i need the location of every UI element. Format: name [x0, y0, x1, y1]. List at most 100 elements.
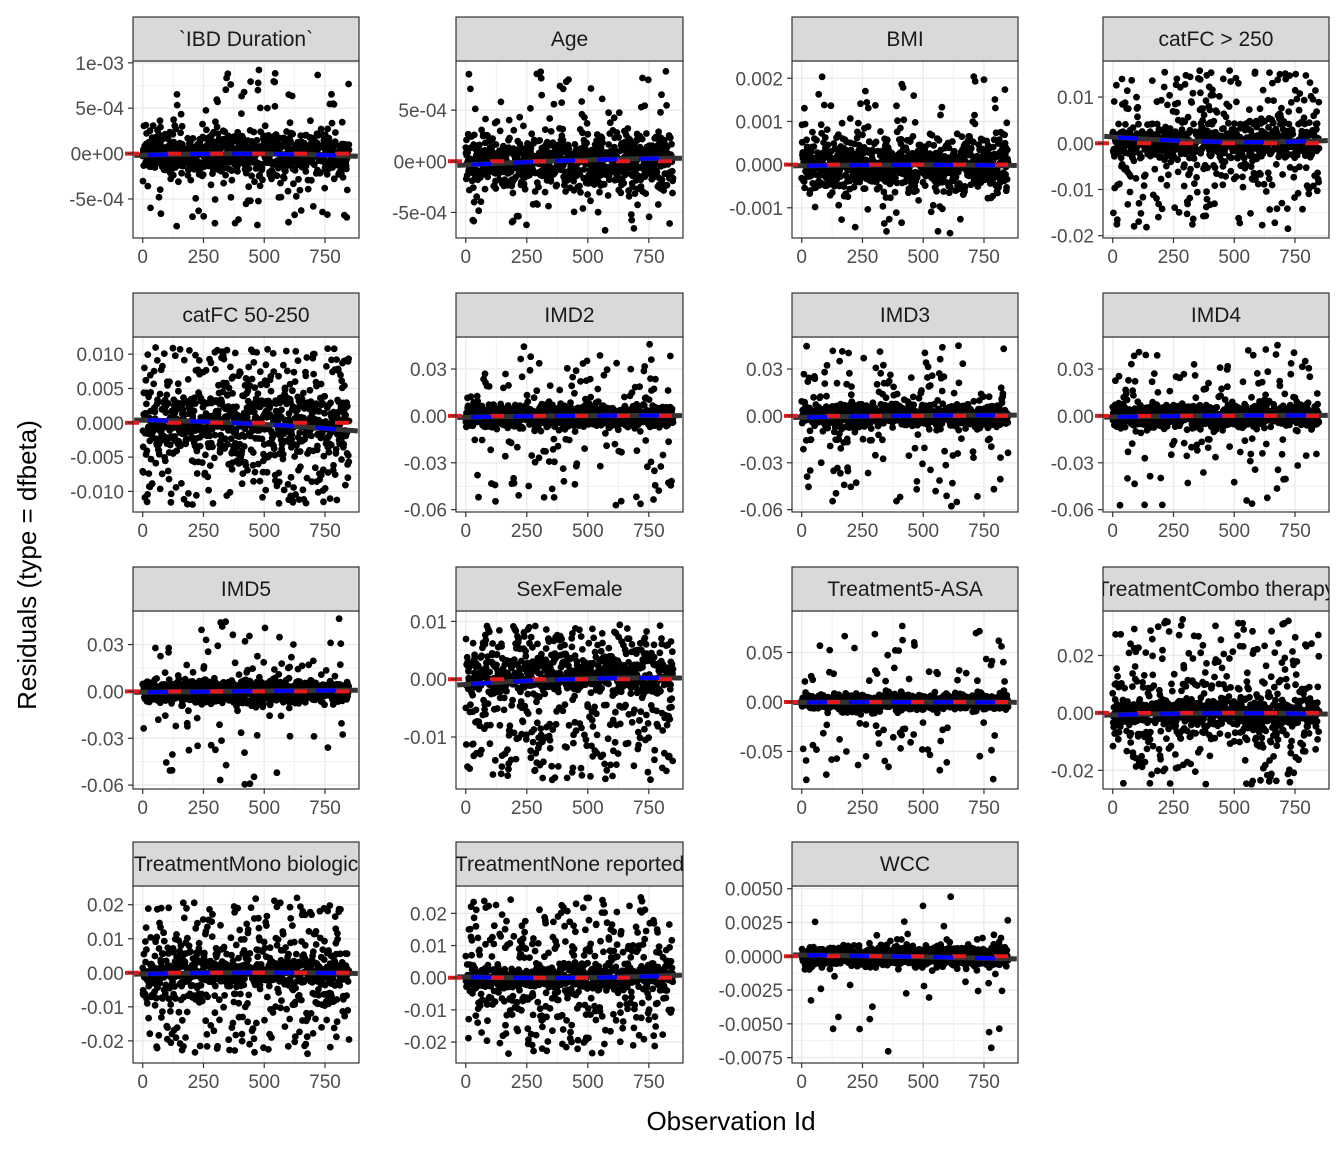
- data-point: [1210, 117, 1218, 125]
- data-point: [317, 125, 325, 133]
- data-point: [251, 468, 259, 476]
- data-point: [865, 138, 873, 146]
- data-point: [1275, 132, 1283, 140]
- facet-strip-label: BMI: [886, 28, 923, 51]
- data-point: [258, 435, 266, 443]
- data-point: [570, 208, 578, 216]
- data-point: [851, 223, 859, 231]
- data-point: [654, 201, 662, 208]
- data-point: [291, 211, 298, 219]
- data-point: [507, 439, 515, 447]
- data-point: [291, 166, 299, 174]
- data-point: [596, 462, 604, 470]
- data-point: [343, 214, 351, 221]
- data-point: [177, 129, 185, 137]
- data-point: [487, 446, 495, 454]
- data-point: [627, 211, 635, 218]
- data-point: [189, 135, 197, 142]
- data-point: [518, 373, 526, 381]
- data-point: [1174, 156, 1181, 164]
- data-point: [228, 167, 236, 175]
- data-point: [1188, 99, 1196, 106]
- data-point: [1269, 79, 1276, 87]
- data-point: [159, 362, 166, 370]
- y-tick-label: 5e-04: [398, 101, 447, 122]
- data-point: [971, 78, 979, 85]
- data-point: [252, 165, 260, 172]
- data-point: [893, 179, 901, 187]
- x-axis: 0 250 500 750: [460, 238, 665, 268]
- x-tick-label: 250: [511, 247, 543, 268]
- data-point: [184, 376, 192, 383]
- data-point: [1219, 75, 1227, 83]
- data-point: [570, 177, 577, 185]
- data-point: [234, 168, 241, 175]
- data-points: [1109, 67, 1323, 233]
- data-point: [1193, 188, 1201, 196]
- data-point: [946, 183, 954, 191]
- data-point: [323, 170, 331, 178]
- data-point: [297, 463, 304, 471]
- data-point: [474, 397, 482, 405]
- data-point: [150, 380, 158, 388]
- data-point: [467, 85, 474, 93]
- data-point: [1236, 219, 1244, 227]
- data-point: [1211, 164, 1219, 172]
- data-point: [292, 491, 299, 498]
- data-point: [338, 118, 346, 126]
- y-tick-label: 0.000: [76, 414, 124, 435]
- data-point: [1260, 180, 1268, 188]
- data-point: [303, 354, 311, 361]
- data-point: [155, 193, 163, 201]
- data-point: [1294, 189, 1302, 197]
- data-point: [1121, 99, 1129, 106]
- x-tick-label: 500: [1218, 247, 1250, 268]
- data-point: [258, 164, 266, 172]
- data-point: [244, 466, 251, 474]
- data-point: [669, 174, 677, 182]
- data-point: [190, 407, 198, 415]
- data-point: [811, 203, 819, 211]
- data-point: [1302, 164, 1310, 172]
- y-axis: -0.02-0.010.000.01: [1051, 88, 1103, 248]
- data-point: [1233, 98, 1240, 106]
- data-point: [526, 366, 534, 374]
- data-point: [857, 100, 864, 108]
- data-point: [247, 432, 254, 440]
- data-point: [261, 122, 269, 130]
- x-axis: 0 250 500 750: [137, 512, 341, 542]
- data-point: [617, 189, 625, 197]
- data-point: [584, 130, 592, 138]
- y-tick-label: 0.01: [1057, 88, 1094, 109]
- data-point: [587, 393, 595, 401]
- data-point: [946, 229, 954, 237]
- data-point: [1266, 206, 1274, 213]
- data-point: [596, 188, 603, 196]
- data-point: [1239, 183, 1247, 191]
- data-point: [883, 136, 891, 144]
- data-point: [256, 104, 264, 112]
- data-point: [542, 448, 549, 455]
- data-point: [211, 431, 219, 439]
- data-point: [224, 440, 231, 448]
- data-point: [172, 125, 180, 133]
- data-point: [240, 88, 248, 96]
- data-point: [629, 183, 636, 191]
- data-point: [663, 102, 670, 109]
- data-point: [279, 450, 287, 458]
- data-point: [517, 355, 525, 363]
- data-point: [331, 471, 339, 478]
- data-point: [1270, 97, 1277, 104]
- data-point: [343, 165, 350, 173]
- data-point: [491, 481, 499, 489]
- data-point: [478, 436, 486, 444]
- data-point: [332, 446, 340, 453]
- data-point: [658, 91, 665, 99]
- data-point: [146, 127, 154, 135]
- data-point: [283, 367, 291, 375]
- data-point: [270, 368, 278, 375]
- data-point: [1315, 144, 1323, 152]
- data-point: [545, 458, 553, 465]
- data-point: [264, 104, 271, 112]
- data-point: [537, 68, 545, 76]
